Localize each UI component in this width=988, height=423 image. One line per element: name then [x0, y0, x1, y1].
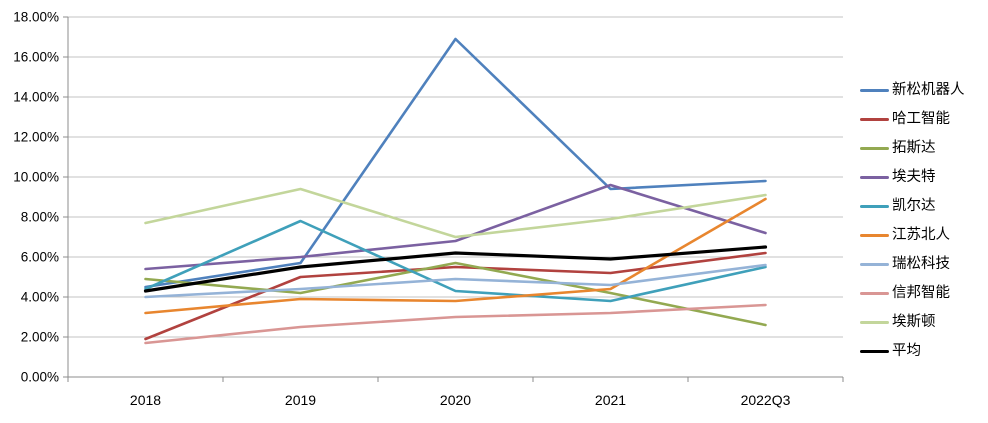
- legend-line-swatch: [860, 118, 889, 121]
- x-axis-tick-label: 2019: [285, 392, 316, 408]
- y-axis-tick-label: 12.00%: [13, 130, 59, 145]
- x-axis-tick-label: 2020: [440, 392, 471, 408]
- legend-line-swatch: [860, 321, 889, 324]
- y-axis-tick-label: 10.00%: [13, 170, 59, 185]
- series-line-8: 埃斯顿: [144, 187, 767, 239]
- legend-item: 哈工智能: [860, 105, 965, 134]
- legend-line-swatch: [860, 292, 889, 295]
- y-axis-tick-label: 6.00%: [21, 250, 59, 265]
- legend-item-label: 新松机器人: [892, 82, 965, 99]
- legend-item: 新松机器人: [860, 76, 965, 105]
- legend-item: 江苏北人: [860, 221, 965, 250]
- legend-item: 拓斯达: [860, 134, 965, 163]
- series-line-0: 新松机器人: [144, 37, 767, 289]
- legend-item: 埃夫特: [860, 163, 965, 192]
- chart-legend: 新松机器人哈工智能拓斯达埃夫特凯尔达江苏北人瑞松科技信邦智能埃斯顿平均: [860, 76, 965, 366]
- legend-line-swatch: [860, 89, 889, 92]
- y-axis-tick-label: 2.00%: [21, 330, 59, 345]
- legend-item-label: 拓斯达: [892, 140, 936, 157]
- legend-line-swatch: [860, 205, 889, 208]
- y-axis-tick-label: 8.00%: [21, 210, 59, 225]
- legend-line-swatch: [860, 350, 889, 353]
- y-axis-tick-label: 16.00%: [13, 50, 59, 65]
- legend-item-label: 凯尔达: [892, 198, 936, 215]
- series-line-4: 凯尔达: [144, 219, 767, 303]
- legend-line-swatch: [860, 263, 889, 266]
- x-axis-tick-label: 2021: [595, 392, 626, 408]
- legend-line-swatch: [860, 176, 889, 179]
- x-axis-tick-label: 2022Q3: [741, 392, 791, 408]
- legend-item-label: 埃夫特: [892, 169, 936, 186]
- legend-item: 瑞松科技: [860, 250, 965, 279]
- legend-item-label: 信邦智能: [892, 285, 950, 302]
- series-line-5: 江苏北人: [144, 197, 767, 315]
- series-line-2: 拓斯达: [144, 261, 767, 327]
- legend-line-swatch: [860, 147, 889, 150]
- y-axis-tick-label: 18.00%: [13, 10, 59, 25]
- legend-item: 信邦智能: [860, 279, 965, 308]
- legend-item: 平均: [860, 337, 965, 366]
- series-line-9: 平均: [143, 245, 768, 293]
- y-axis-tick-label: 14.00%: [13, 90, 59, 105]
- legend-item: 埃斯顿: [860, 308, 965, 337]
- series-line-1: 哈工智能: [144, 251, 767, 341]
- legend-item-label: 平均: [892, 343, 921, 360]
- series-line-6: 瑞松科技: [144, 263, 767, 299]
- series-line-7: 信邦智能: [144, 303, 767, 345]
- x-axis-tick-label: 2018: [130, 392, 161, 408]
- y-axis-tick-label: 4.00%: [21, 290, 59, 305]
- legend-item: 凯尔达: [860, 192, 965, 221]
- series-line-3: 埃夫特: [144, 183, 767, 271]
- legend-line-swatch: [860, 234, 889, 237]
- legend-item-label: 瑞松科技: [892, 256, 950, 273]
- y-axis-tick-label: 0.00%: [21, 370, 59, 385]
- legend-item-label: 江苏北人: [892, 227, 950, 244]
- legend-item-label: 哈工智能: [892, 111, 950, 128]
- legend-item-label: 埃斯顿: [892, 314, 936, 331]
